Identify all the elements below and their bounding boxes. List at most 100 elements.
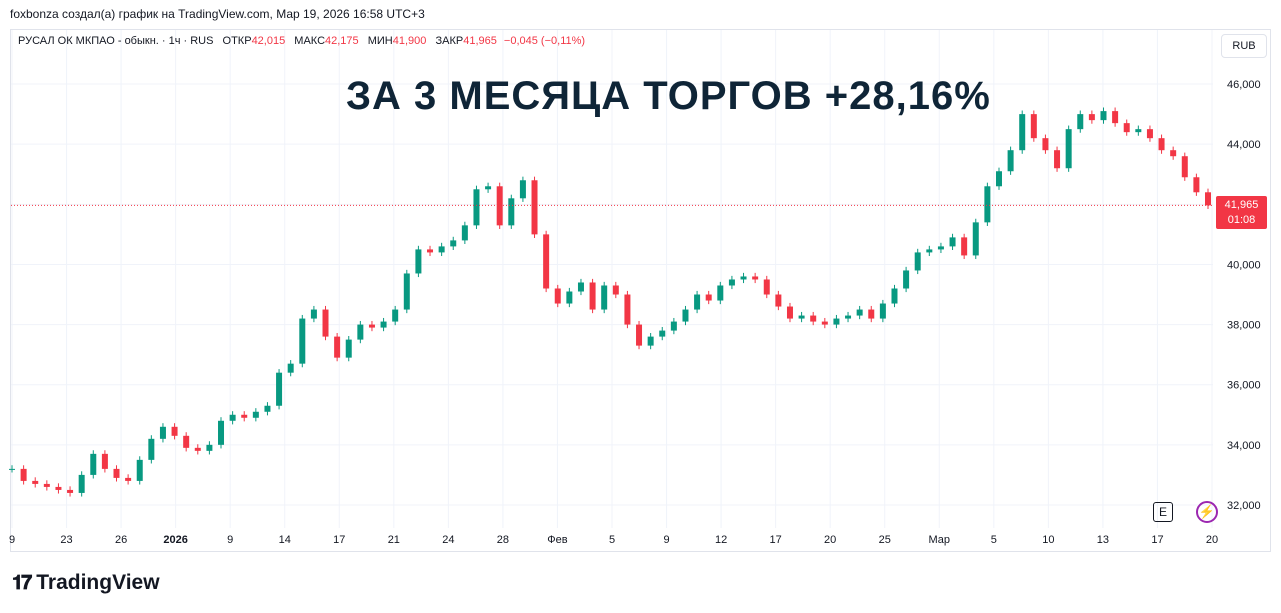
candle-body: [636, 324, 643, 346]
candle-body: [125, 477, 132, 481]
candle-body: [984, 186, 991, 223]
candle-body: [972, 222, 979, 256]
candle-body: [786, 306, 793, 319]
candle-body: [717, 285, 724, 301]
x-tick-label: 17: [333, 534, 345, 546]
legend-change-value: −0,045 (−0,11%): [503, 35, 586, 47]
candle-body: [1123, 123, 1130, 133]
candle-body: [752, 276, 759, 280]
candle-body: [438, 246, 445, 253]
events-button[interactable]: E: [1153, 502, 1173, 522]
candle-body: [647, 336, 654, 346]
candle-body: [705, 294, 712, 301]
candle-body: [589, 282, 596, 310]
candle-body: [763, 279, 770, 295]
bar-countdown: 01:08: [1227, 214, 1256, 226]
legend-low-value: 41,900: [392, 35, 427, 47]
y-tick-label: 38,000: [1227, 320, 1261, 332]
candle-body: [914, 252, 921, 271]
candle-body: [798, 315, 805, 319]
legend-close-value: 41,965: [463, 35, 497, 47]
x-tick-label: 20: [824, 534, 836, 546]
x-tick-label: 23: [60, 534, 72, 546]
candle-body: [833, 318, 840, 325]
candle-body: [392, 309, 399, 322]
candle-body: [345, 339, 352, 358]
candle-body: [937, 246, 944, 250]
x-tick-label: 10: [1042, 534, 1054, 546]
candle-body: [949, 237, 956, 247]
chart-headline: ЗА 3 МЕСЯЦА ТОРГОВ +28,16%: [346, 74, 991, 118]
candle-body: [287, 363, 294, 373]
y-tick-label: 40,000: [1227, 259, 1261, 271]
candle-body: [845, 315, 852, 319]
legend-open-value: 42,015: [251, 35, 286, 47]
ohlc-legend: РУСАЛ ОК МКПАО - обыкн. · 1ч · RUS ОТКР4…: [18, 35, 585, 47]
candle-body: [55, 486, 62, 490]
x-tick-label: 25: [879, 534, 891, 546]
candle-body: [43, 483, 50, 487]
candle-body: [601, 285, 608, 310]
x-tick-label: 5: [609, 534, 615, 546]
candle-body: [810, 315, 817, 322]
x-tick-label: Фев: [547, 534, 567, 546]
x-tick-label: 26: [115, 534, 127, 546]
x-tick-label: 24: [442, 534, 454, 546]
tradingview-wordmark: TradingView: [36, 571, 160, 594]
candle-body: [218, 420, 225, 445]
x-tick-label: 2026: [163, 534, 187, 546]
candle-body: [171, 426, 178, 436]
candle-body: [879, 303, 886, 319]
y-tick-label: 36,000: [1227, 380, 1261, 392]
candle-body: [694, 294, 701, 310]
candle-body: [856, 309, 863, 316]
x-tick-label: 17: [1151, 534, 1163, 546]
candle-body: [1146, 129, 1153, 139]
candle-body: [159, 426, 166, 439]
tradingview-logo[interactable]: 𝟏𝟕 TradingView: [12, 571, 160, 595]
candle-body: [891, 288, 898, 304]
candle-body: [427, 249, 434, 253]
candle-body: [508, 198, 515, 226]
x-tick-label: Мар: [929, 534, 951, 546]
candle-body: [136, 459, 143, 481]
y-tick-label: 44,000: [1227, 139, 1261, 151]
candle-body: [728, 279, 735, 286]
candle-body: [148, 438, 155, 460]
candle-body: [334, 336, 341, 358]
candle-body: [612, 285, 619, 295]
candle-body: [206, 444, 213, 451]
candle-body: [1170, 150, 1177, 157]
candle-body: [868, 309, 875, 319]
x-tick-label: 14: [279, 534, 291, 546]
y-tick-label: 34,000: [1227, 440, 1261, 452]
last-price-value: 41,965: [1224, 199, 1259, 211]
candle-body: [380, 321, 387, 328]
candle-body: [299, 318, 306, 364]
candle-body: [1205, 192, 1211, 206]
lightning-icon[interactable]: ⚡: [1196, 501, 1218, 523]
candle-body: [1193, 177, 1200, 193]
candle-body: [322, 309, 329, 337]
candle-body: [740, 276, 747, 280]
candle-body: [496, 186, 503, 226]
candle-body: [403, 273, 410, 310]
currency-button[interactable]: RUB: [1221, 34, 1267, 58]
x-tick-label: 13: [1097, 534, 1109, 546]
x-tick-label: 9: [9, 534, 15, 546]
chart-frame[interactable]: [10, 29, 1271, 552]
candle-body: [241, 414, 248, 418]
candle-body: [1019, 114, 1026, 151]
candle-body: [90, 453, 97, 475]
legend-high-label: МАКС: [294, 35, 326, 47]
candle-body: [775, 294, 782, 307]
candle-body: [1158, 138, 1165, 151]
candle-body: [659, 330, 666, 337]
candle-body: [1112, 111, 1119, 124]
candle-body: [531, 180, 538, 235]
candle-body: [368, 324, 375, 328]
candle-body: [78, 474, 85, 493]
candle-body: [1042, 138, 1049, 151]
x-tick-label: 12: [715, 534, 727, 546]
